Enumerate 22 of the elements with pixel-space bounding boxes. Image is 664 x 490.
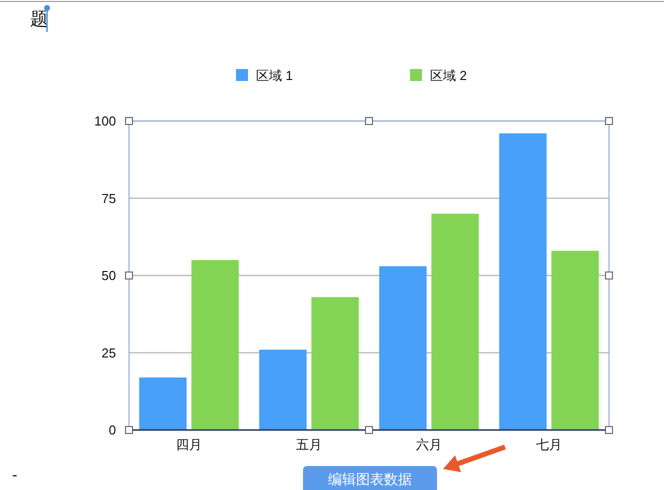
- bar: [259, 350, 307, 430]
- text: -: [12, 467, 18, 484]
- bar: [551, 250, 599, 430]
- y-tick-label: 100: [94, 114, 116, 128]
- bar: [191, 260, 239, 430]
- y-tick-label: 50: [102, 268, 116, 283]
- bar: [139, 377, 187, 430]
- y-tick-label: 0: [108, 422, 116, 438]
- x-tick-label: 六月: [416, 437, 442, 452]
- x-tick-label: 五月: [296, 437, 322, 452]
- bar: [311, 297, 359, 430]
- legend-label: 区域 1: [256, 68, 293, 83]
- text: 编辑图表数据: [328, 471, 412, 487]
- chart-title: 题: [30, 9, 48, 29]
- bar: [379, 266, 427, 430]
- legend-label: 区域 2: [430, 68, 467, 83]
- bar: [499, 133, 547, 430]
- y-tick-label: 75: [102, 190, 116, 206]
- y-tick-label: 25: [102, 345, 116, 360]
- x-tick-label: 七月: [536, 437, 562, 452]
- x-tick-label: 四月: [176, 437, 202, 452]
- bar: [431, 214, 479, 430]
